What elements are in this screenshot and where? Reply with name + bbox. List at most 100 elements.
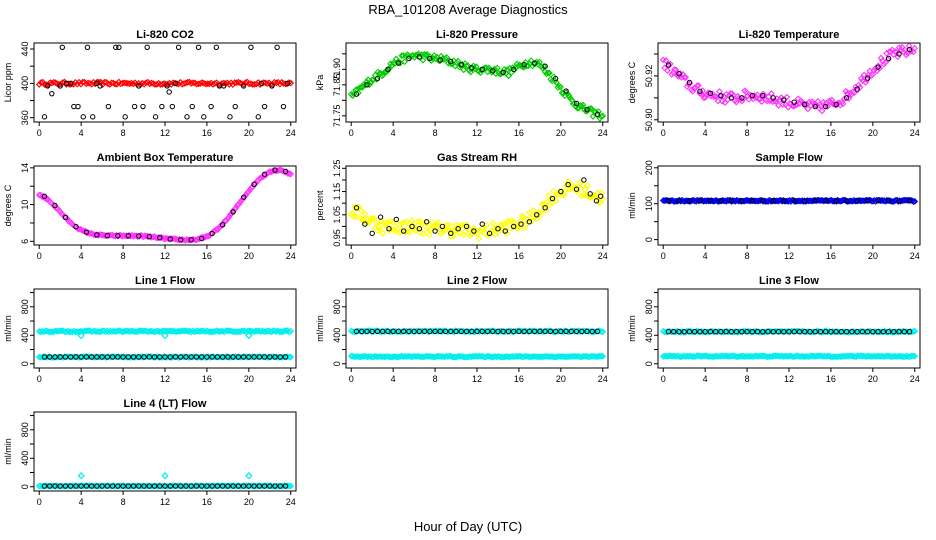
x-tick-label: 4 — [79, 251, 84, 261]
data-point — [760, 329, 766, 335]
band-point — [287, 327, 295, 335]
band-point — [718, 97, 726, 105]
data-point — [739, 198, 745, 204]
x-tick-label: 4 — [79, 374, 84, 384]
y-axis-label: ml/min — [627, 315, 637, 342]
outlier-point — [77, 472, 85, 480]
series-points — [41, 44, 291, 120]
x-tick-label: 24 — [910, 374, 920, 384]
data-point — [702, 329, 708, 335]
band-point — [694, 82, 702, 89]
band-point — [48, 79, 56, 87]
band-point — [680, 73, 688, 81]
band-point — [529, 207, 537, 214]
data-point — [159, 103, 165, 110]
panel-title: Ambient Box Temperature — [97, 152, 234, 164]
band-point — [697, 90, 705, 98]
data-point — [230, 209, 236, 215]
series-dense — [35, 166, 295, 244]
data-point — [235, 354, 242, 360]
x-tick-label: 0 — [349, 374, 354, 384]
data-point — [833, 198, 839, 204]
x-tick-label: 16 — [826, 128, 836, 138]
band-point — [481, 64, 489, 72]
figure-suptitle: RBA_101208 Average Diagnostics — [368, 2, 568, 17]
x-tick-label: 20 — [556, 374, 566, 384]
band-point — [489, 219, 497, 227]
band-point — [285, 482, 293, 490]
data-point — [796, 329, 803, 335]
band-point — [546, 202, 554, 209]
data-point — [167, 236, 173, 242]
data-point — [733, 329, 740, 335]
x-tick-label: 4 — [391, 251, 396, 261]
band-point — [187, 79, 195, 87]
data-point — [166, 89, 172, 95]
band-point — [501, 65, 508, 73]
data-point — [500, 328, 506, 335]
band-point — [447, 232, 455, 240]
data-point — [353, 91, 360, 97]
data-point — [542, 328, 548, 335]
data-point — [502, 228, 508, 234]
data-point — [47, 483, 53, 489]
data-point — [52, 354, 58, 360]
data-point — [870, 329, 876, 335]
data-point — [411, 328, 417, 335]
band-point — [584, 182, 591, 189]
data-point — [141, 483, 147, 489]
band-point — [868, 197, 876, 205]
series-lower — [659, 352, 919, 361]
band-point — [682, 74, 690, 81]
band-point — [454, 57, 462, 65]
data-point — [248, 44, 254, 50]
x-tick-label: 20 — [244, 128, 254, 138]
data-point — [409, 223, 415, 230]
band-point — [422, 51, 430, 59]
x-tick-label: 12 — [472, 374, 482, 384]
band-point — [443, 54, 451, 61]
data-point — [125, 354, 132, 360]
band-point — [561, 187, 569, 195]
data-point — [597, 193, 604, 199]
y-axis-label: kPa — [315, 75, 325, 91]
panel-title: Line 2 Flow — [447, 275, 507, 287]
x-tick-label: 16 — [514, 128, 524, 138]
y-tick-label: 400 — [20, 328, 30, 343]
data-point — [542, 205, 548, 211]
data-point — [183, 354, 189, 360]
data-point — [272, 354, 278, 360]
band-point — [580, 191, 588, 198]
x-tick-label: 0 — [661, 128, 666, 138]
x-tick-label: 16 — [826, 374, 836, 384]
band-point — [285, 170, 293, 177]
band-point — [164, 80, 172, 88]
data-point — [88, 483, 95, 489]
x-tick-label: 8 — [121, 374, 126, 384]
band-point — [499, 226, 507, 234]
band-point — [353, 85, 361, 93]
data-point — [802, 329, 808, 335]
band-point — [408, 217, 416, 224]
panel-4: Gas Stream RH 0 4 8 12 16 20 24 0.95 1.05 1.15 1.25… — [315, 152, 609, 261]
data-point — [558, 188, 564, 195]
data-point — [136, 83, 142, 89]
band-point — [402, 228, 409, 236]
x-tick-label: 16 — [202, 128, 212, 138]
band-point — [693, 82, 701, 90]
data-point — [802, 198, 808, 204]
data-point — [565, 181, 571, 188]
data-point — [901, 329, 907, 335]
data-point — [843, 198, 850, 204]
band-point — [757, 197, 764, 204]
data-point — [272, 167, 278, 173]
data-point — [807, 329, 813, 335]
data-point — [406, 55, 412, 62]
band-point — [379, 229, 387, 237]
y-tick-label: 0 — [20, 361, 30, 366]
data-point — [131, 103, 138, 110]
data-point — [432, 328, 438, 335]
x-tick-label: 24 — [598, 251, 608, 261]
data-point — [374, 75, 381, 82]
